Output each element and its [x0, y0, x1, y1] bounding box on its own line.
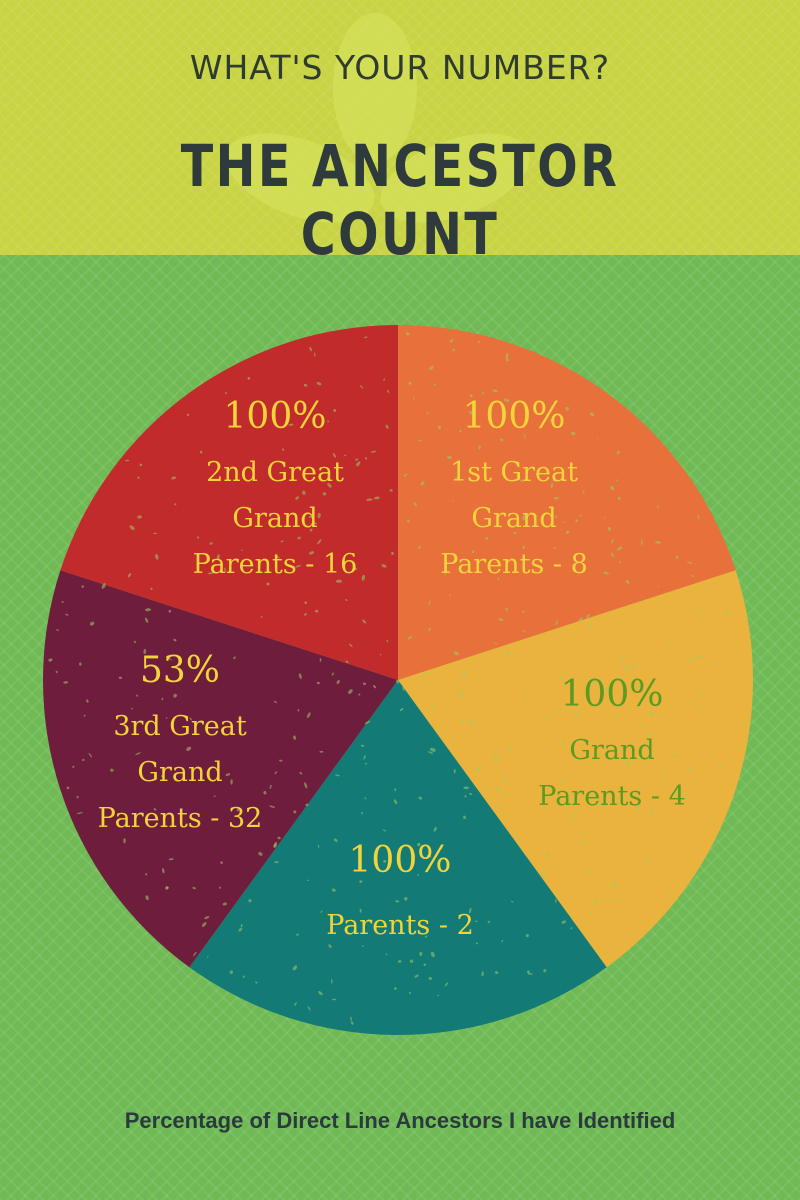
leaf-decoration [225, 13, 530, 223]
slice-label-4: 53% 3rd Great Grand Parents - 32 [98, 650, 263, 834]
slice-label-line: Parents - 32 [98, 803, 263, 834]
slice-label-line: 3rd Great [113, 711, 247, 742]
slice-label-line: Grand [569, 735, 654, 766]
slice-label-line: Parents - 16 [193, 549, 358, 580]
slice-label-5: 100% 2nd Great Grand Parents - 16 [193, 396, 358, 580]
pie-slice-4 [42, 570, 398, 968]
header-kicker: WHAT'S YOUR NUMBER? [189, 48, 611, 87]
slice-label-2: 100% Grand Parents - 4 [538, 674, 686, 812]
slice-label-line: 1st Great [450, 457, 578, 488]
slice-label-line: Grand [232, 503, 317, 534]
slice-percent: 100% [224, 396, 327, 437]
slice-label-1: 100% 1st Great Grand Parents - 8 [440, 396, 588, 580]
slice-percent: 100% [463, 396, 566, 437]
slice-label-line: Grand [471, 503, 556, 534]
header-band: WHAT'S YOUR NUMBER? THE ANCESTOR COUNT [0, 0, 800, 268]
slice-percent: 100% [349, 840, 452, 881]
slice-label-line: Parents - 2 [326, 910, 474, 941]
page-title: THE ANCESTOR COUNT [180, 132, 620, 268]
slice-percent: 53% [140, 650, 220, 691]
slice-percent: 100% [561, 674, 664, 715]
speckle-texture [48, 332, 746, 1025]
slice-label-line: Grand [137, 757, 222, 788]
slice-label-line: Parents - 8 [440, 549, 588, 580]
pie-slice-3 [189, 680, 607, 1035]
slice-label-3: 100% Parents - 2 [326, 840, 474, 941]
pie-slice-5 [60, 325, 399, 680]
slice-label-line: 2nd Great [206, 457, 344, 488]
pie-slice-1 [398, 324, 736, 680]
slice-label-line: Parents - 4 [538, 781, 686, 812]
chart-caption: Percentage of Direct Line Ancestors I ha… [124, 1108, 676, 1133]
pie-slice-2 [398, 570, 754, 968]
